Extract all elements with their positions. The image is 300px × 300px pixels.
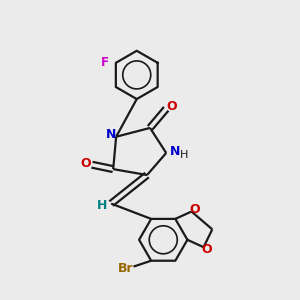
Text: O: O (166, 100, 177, 113)
Text: F: F (100, 56, 109, 69)
Text: O: O (202, 243, 212, 256)
Text: O: O (80, 157, 91, 170)
Text: O: O (190, 203, 200, 216)
Text: H: H (97, 199, 107, 212)
Text: N: N (170, 145, 180, 158)
Text: N: N (106, 128, 116, 141)
Text: Br: Br (118, 262, 133, 275)
Text: H: H (179, 150, 188, 160)
